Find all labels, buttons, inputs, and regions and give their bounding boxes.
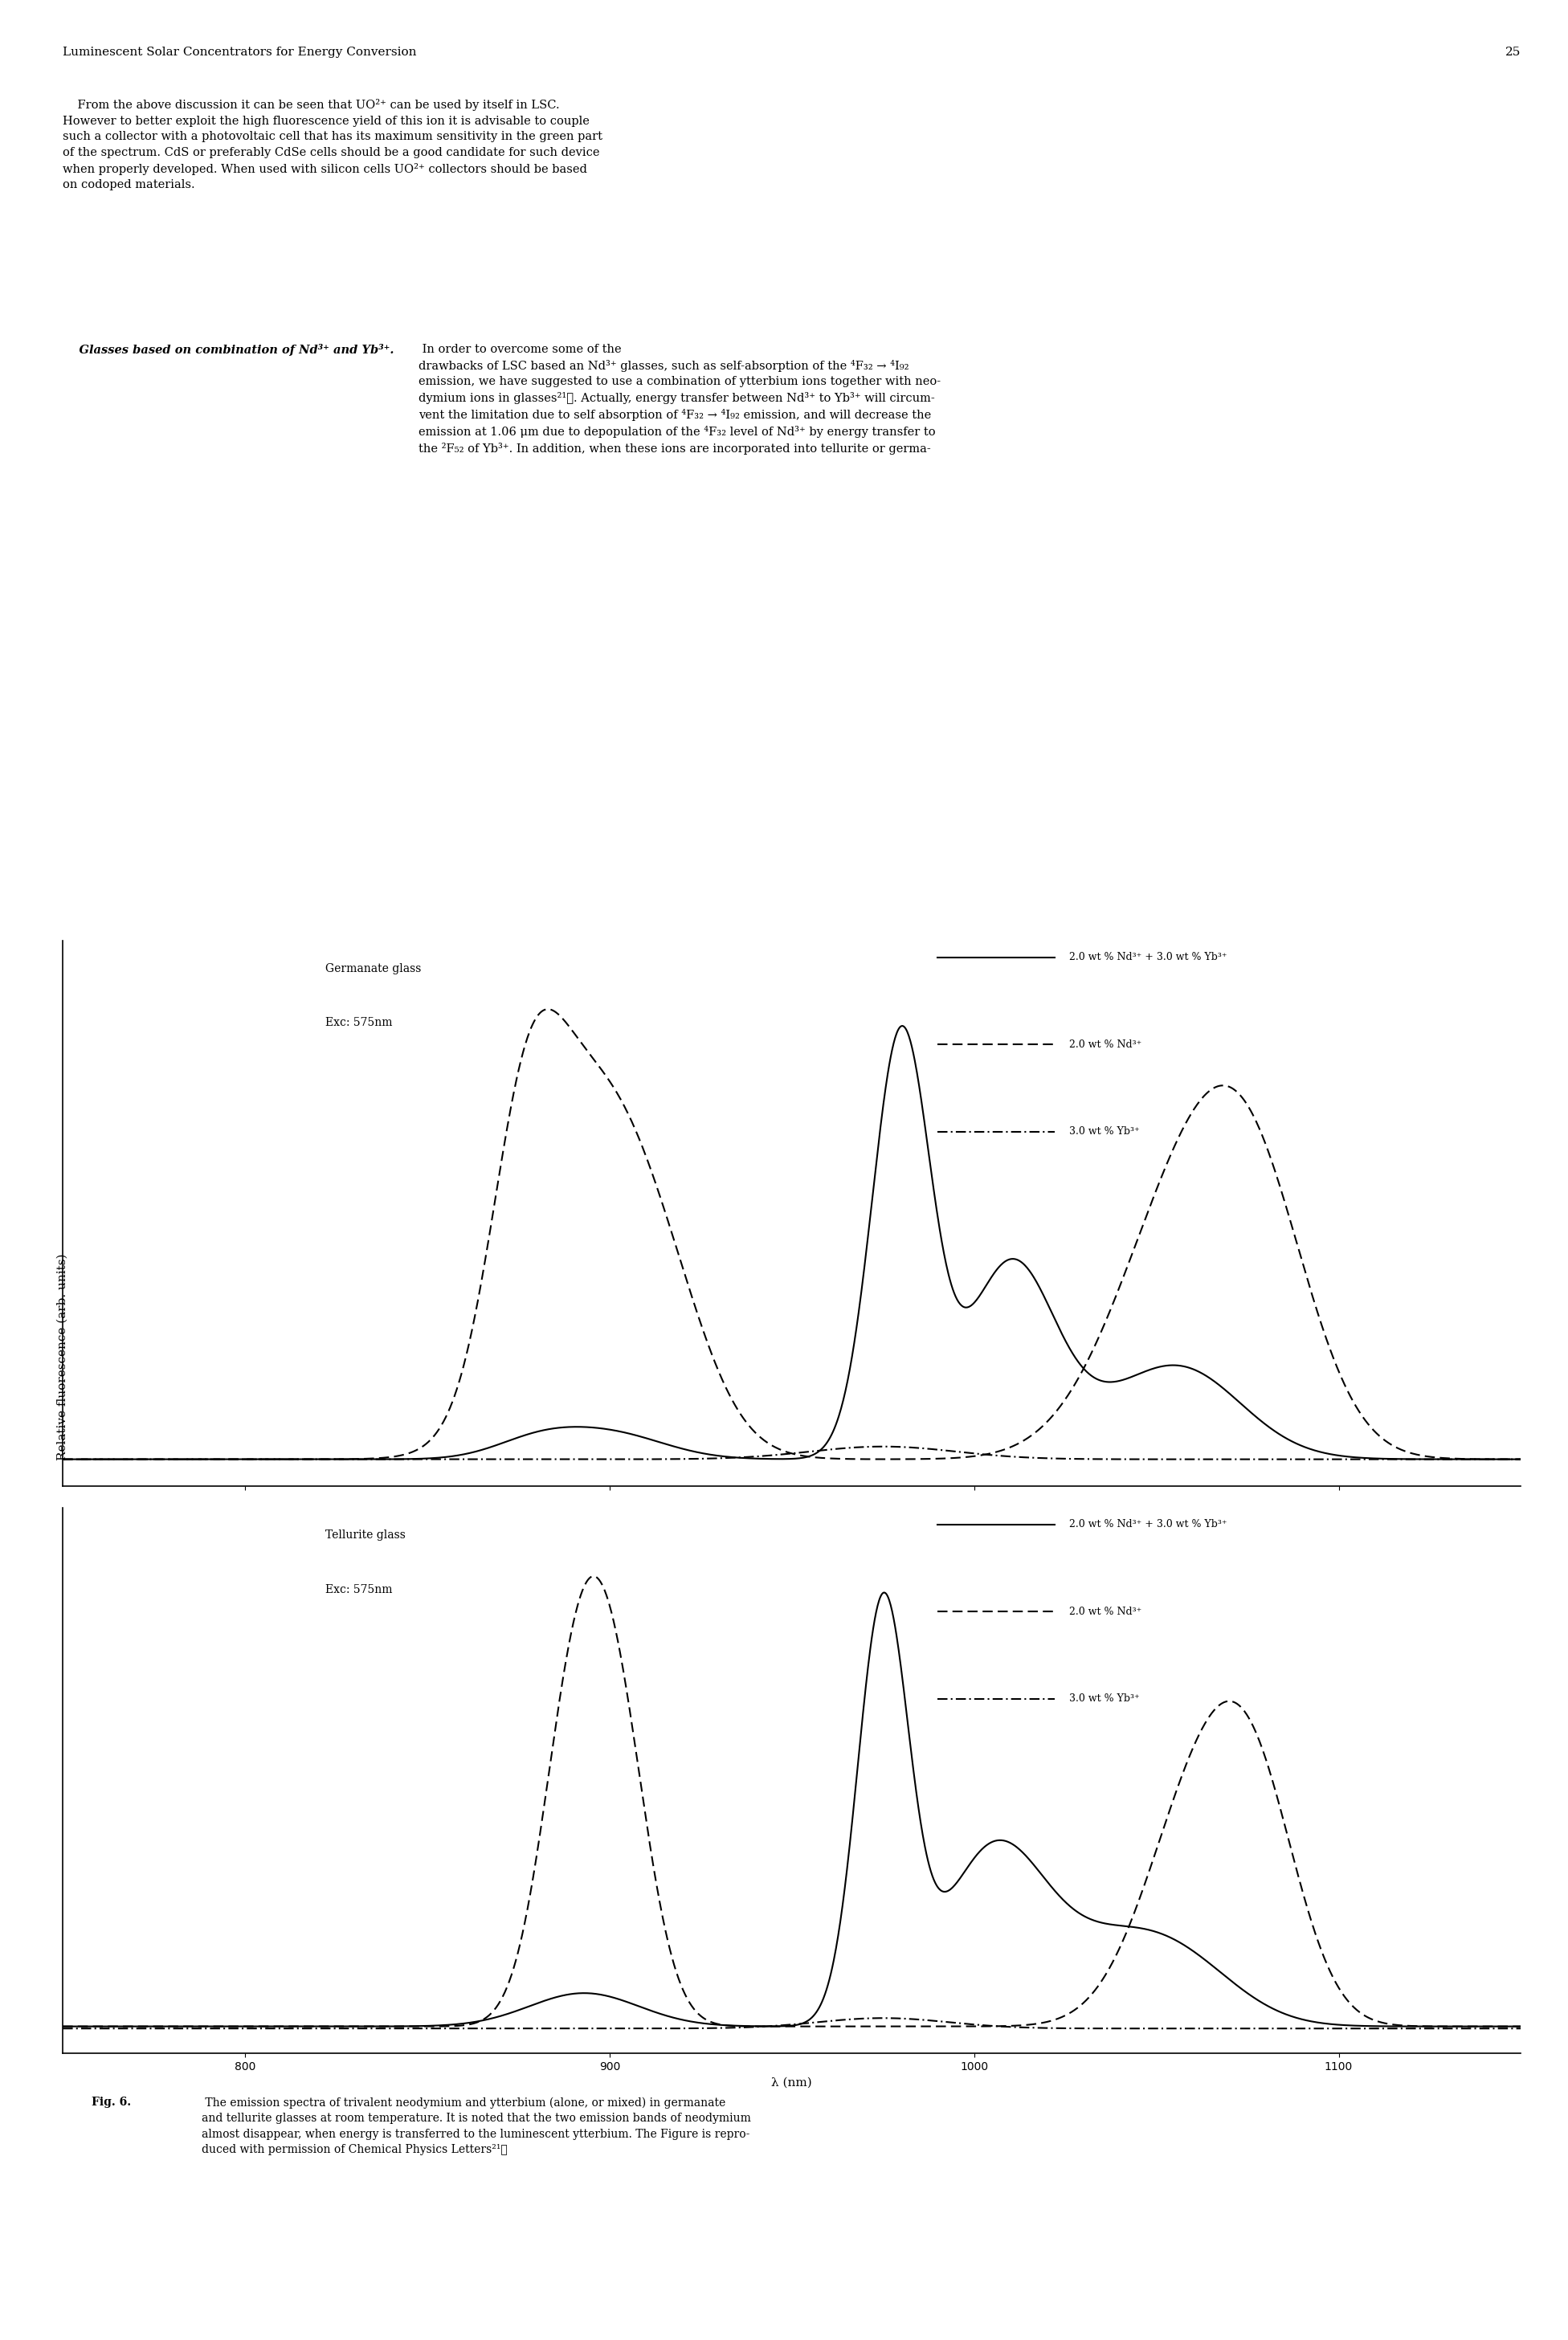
Text: Tellurite glass: Tellurite glass xyxy=(325,1530,406,1542)
Text: Exc: 575nm: Exc: 575nm xyxy=(325,1584,392,1596)
Text: Luminescent Solar Concentrators for Energy Conversion: Luminescent Solar Concentrators for Ener… xyxy=(63,47,417,59)
Text: Fig. 6.: Fig. 6. xyxy=(93,2097,132,2108)
Text: Germanate glass: Germanate glass xyxy=(325,962,422,973)
Text: From the above discussion it can be seen that UO²⁺ can be used by itself in LSC.: From the above discussion it can be seen… xyxy=(63,98,602,192)
Text: 25: 25 xyxy=(1505,47,1521,59)
Text: 2.0 wt % Nd³⁺ + 3.0 wt % Yb³⁺: 2.0 wt % Nd³⁺ + 3.0 wt % Yb³⁺ xyxy=(1069,1519,1226,1530)
Text: Exc: 575nm: Exc: 575nm xyxy=(325,1018,392,1030)
Text: 3.0 wt % Yb³⁺: 3.0 wt % Yb³⁺ xyxy=(1069,1126,1140,1137)
Text: In order to overcome some of the
drawbacks of LSC based an Nd³⁺ glasses, such as: In order to overcome some of the drawbac… xyxy=(419,344,941,454)
Text: Relative fluorescence (arb. units): Relative fluorescence (arb. units) xyxy=(56,1254,69,1460)
X-axis label: λ (nm): λ (nm) xyxy=(771,2078,812,2087)
Text: 2.0 wt % Nd³⁺: 2.0 wt % Nd³⁺ xyxy=(1069,1039,1142,1051)
Text: Glasses based on combination of Nd³⁺ and Yb³⁺.: Glasses based on combination of Nd³⁺ and… xyxy=(63,344,394,356)
Text: The emission spectra of trivalent neodymium and ytterbium (alone, or mixed) in g: The emission spectra of trivalent neodym… xyxy=(201,2097,751,2155)
Text: 2.0 wt % Nd³⁺: 2.0 wt % Nd³⁺ xyxy=(1069,1608,1142,1617)
Text: 3.0 wt % Yb³⁺: 3.0 wt % Yb³⁺ xyxy=(1069,1694,1140,1704)
Text: 2.0 wt % Nd³⁺ + 3.0 wt % Yb³⁺: 2.0 wt % Nd³⁺ + 3.0 wt % Yb³⁺ xyxy=(1069,952,1226,962)
